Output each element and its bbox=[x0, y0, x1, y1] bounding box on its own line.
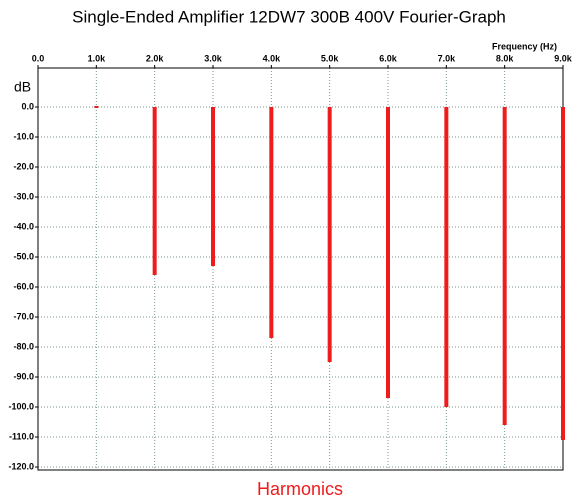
x-tick-label: 3.0k bbox=[204, 53, 223, 63]
chart-title: Single-Ended Amplifier 12DW7 300B 400V F… bbox=[72, 7, 506, 26]
bar bbox=[152, 107, 157, 275]
y-tick-label: -120.0 bbox=[8, 461, 34, 471]
y-tick-label: -70.0 bbox=[13, 311, 34, 321]
bar bbox=[94, 106, 99, 108]
y-tick-label: -110.0 bbox=[9, 431, 34, 441]
x-tick-label: 6.0k bbox=[379, 53, 398, 63]
bar bbox=[269, 107, 274, 338]
y-tick-label: 0.0 bbox=[21, 101, 34, 111]
bar bbox=[444, 107, 449, 407]
x-tick-label: 1.0k bbox=[88, 53, 107, 63]
bar bbox=[386, 107, 390, 398]
x-tick-label: 2.0k bbox=[146, 53, 165, 63]
x-tick-label: 0.0 bbox=[32, 53, 45, 63]
y-tick-label: -10.0 bbox=[13, 131, 34, 141]
bar bbox=[502, 107, 507, 425]
bar bbox=[211, 107, 215, 266]
x-tick-label: 4.0k bbox=[263, 53, 282, 63]
y-tick-label: -90.0 bbox=[13, 371, 34, 381]
y-tick-label: -80.0 bbox=[13, 341, 34, 351]
x-tick-label: 9.0k bbox=[554, 53, 573, 63]
x-tick-label: 8.0k bbox=[496, 53, 515, 63]
plot-frame bbox=[37, 67, 564, 471]
y-axis-label: dB bbox=[14, 79, 31, 95]
y-tick-label: -40.0 bbox=[13, 221, 34, 231]
bar bbox=[561, 107, 565, 440]
x-axis-label: Frequency (Hz) bbox=[492, 41, 557, 51]
x-tick-label: 7.0k bbox=[438, 53, 457, 63]
x-tick-label: 5.0k bbox=[321, 53, 340, 63]
bar bbox=[327, 107, 332, 362]
y-tick-label: -60.0 bbox=[13, 281, 34, 291]
y-tick-label: -50.0 bbox=[13, 251, 34, 261]
y-tick-label: -20.0 bbox=[13, 161, 34, 171]
y-tick-label: -100.0 bbox=[8, 401, 34, 411]
x-label: Harmonics bbox=[257, 479, 343, 499]
y-tick-label: -30.0 bbox=[13, 191, 34, 201]
